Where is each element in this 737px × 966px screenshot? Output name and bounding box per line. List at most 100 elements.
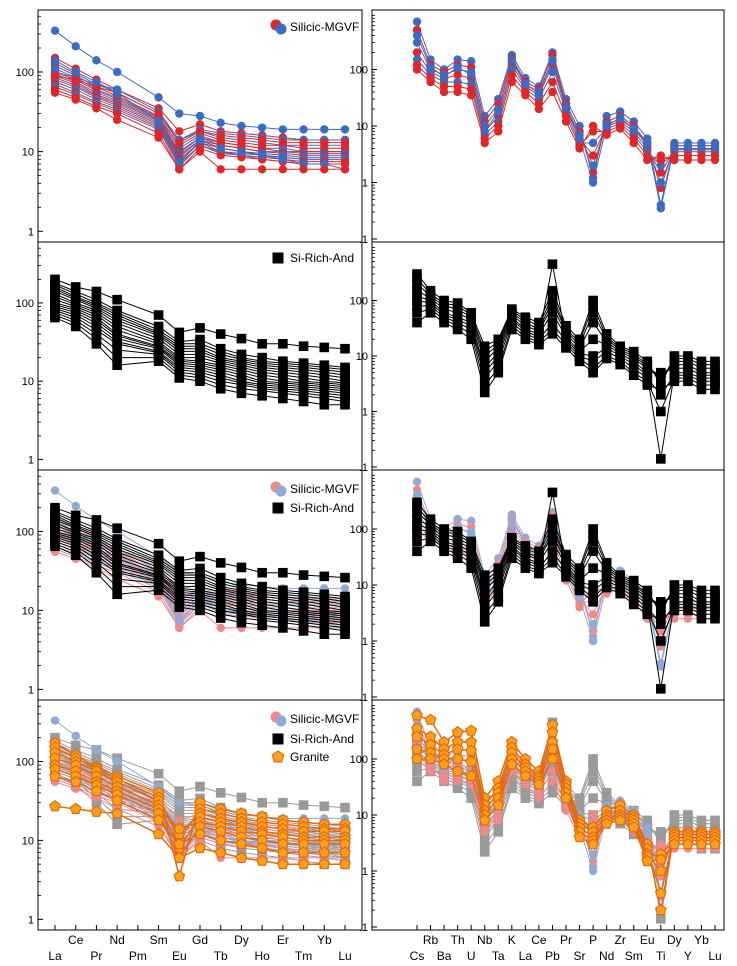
spider-andesite-point [588,585,598,596]
spider-andesite-point [547,295,558,306]
spider-diagram: .1 1 10 100 .1 1 10 100 .1 1 10 100 .1 1 10 100 [350,9,725,934]
ree-panel-1-data [50,26,350,174]
spider-x-label: Dy [667,933,682,947]
spider-andesite-point [588,580,598,590]
ree-silicic-point [320,138,329,147]
ree-silicic-point [175,127,184,136]
spider-silicic-point [683,155,693,165]
ree-andesite-point [112,352,122,363]
spider-andesite-point [412,317,422,328]
spider-silicic-point [710,155,720,165]
spider-andesite-point [588,597,598,607]
spider-andesite-point [479,387,490,398]
legend-silicic-blue-icon [275,23,287,35]
spider-silicic-point [412,477,422,486]
spider-granite-point [614,814,627,826]
spider-granite-point [465,769,478,781]
spider-silicic-point [561,806,571,815]
legend-silicic-label: Silicic-MGVF [290,712,359,726]
ree-andesite-point [278,567,288,578]
ree-panel-4-y-tick-label: 1 [28,914,34,926]
spider-silicic-point [480,827,489,837]
spider-andesite-point [547,557,558,568]
ree-silicic-point [50,486,60,495]
spider-silicic-point [602,121,611,131]
spider-x-label: Nb [477,933,493,947]
spider-panel-1-data [412,17,720,213]
ree-silicic-point [257,165,267,174]
spider-andesite-point [412,507,422,517]
ree-andesite-point [70,550,81,561]
spider-silicic-point [643,155,652,165]
spider-andesite-point [561,572,571,582]
spider-andesite-point [479,367,490,378]
ree-panel-3-y-tick-label: 100 [16,526,34,538]
spider-silicic-point [466,57,476,66]
spider-andesite-point [588,334,598,345]
spider-andesite-point [574,585,585,596]
spider-andesite-point [656,597,666,607]
spider-silicic-point [412,48,422,57]
ree-andesite-point [215,788,226,798]
spider-silicic-point [507,77,517,87]
ree-silicic-point [154,93,163,102]
spider-andesite-point [507,783,517,794]
ree-silicic-point [195,127,205,136]
spider-granite-point [654,903,667,916]
spider-andesite-point [425,536,436,547]
ree-silicic-point [278,155,288,164]
spider-andesite-point [601,582,612,593]
ree-andesite-point [319,342,330,353]
spider-andesite-point [479,341,490,352]
spider-andesite-point [520,563,531,573]
spider-silicic-point [588,849,598,859]
legend-andesite: Si-Rich-And [272,501,354,515]
ree-granite-point [173,870,186,882]
ree-silicic-point [237,165,246,174]
spider-andesite-point [479,839,490,850]
spider-silicic-point [588,866,598,876]
spider-silicic-point [426,77,435,87]
ree-andesite-point [70,321,81,332]
ree-x-label: Lu [338,949,351,963]
legend-silicic-label: Silicic-MGVF [290,482,359,496]
spider-granite-point [519,769,532,781]
spider-x-label: Lu [708,949,721,963]
spider-andesite-point [588,776,598,787]
ree-silicic-point [216,165,225,174]
spider-andesite-point [547,329,558,339]
spider-panel-3-data [412,477,720,694]
spider-silicic-point [615,113,625,122]
spider-granite-point [478,814,491,826]
spider-silicic-point [575,134,584,143]
spider-andesite-point [479,380,490,390]
ree-silicic-point [71,67,80,77]
ree-silicic-point [112,115,122,125]
spider-panel-3-y-tick-label: .1 [359,692,368,704]
ree-andesite-point [195,781,205,792]
spider-andesite-point [588,524,598,534]
spider-silicic-point [534,89,544,98]
ree-silicic-point [216,131,225,140]
ree-andesite-point [340,399,350,410]
spider-silicic-point [656,626,666,636]
spider-andesite-point [710,384,720,395]
ree-granite-point [339,857,351,870]
ree-diagram: 1 10 100 1 10 100 1 10 100 1 10 100 [16,9,363,931]
ree-silicic-point [237,147,246,156]
ree-silicic-point [195,147,205,156]
spider-silicic-point [629,138,638,148]
ree-andesite-point [112,567,122,578]
spider-granite-point [627,821,640,833]
ree-silicic-point [50,716,60,725]
spider-panel-1-y-tick-label: 100 [350,65,368,77]
ree-andesite-point [298,341,309,351]
spider-silicic-point [697,141,706,150]
spider-x-label: Eu [640,933,655,947]
ree-silicic-point [154,109,163,118]
ree-silicic-point [175,109,184,118]
spider-silicic-point [453,777,462,786]
spider-andesite-point [534,798,544,809]
spider-silicic-point [521,91,530,100]
